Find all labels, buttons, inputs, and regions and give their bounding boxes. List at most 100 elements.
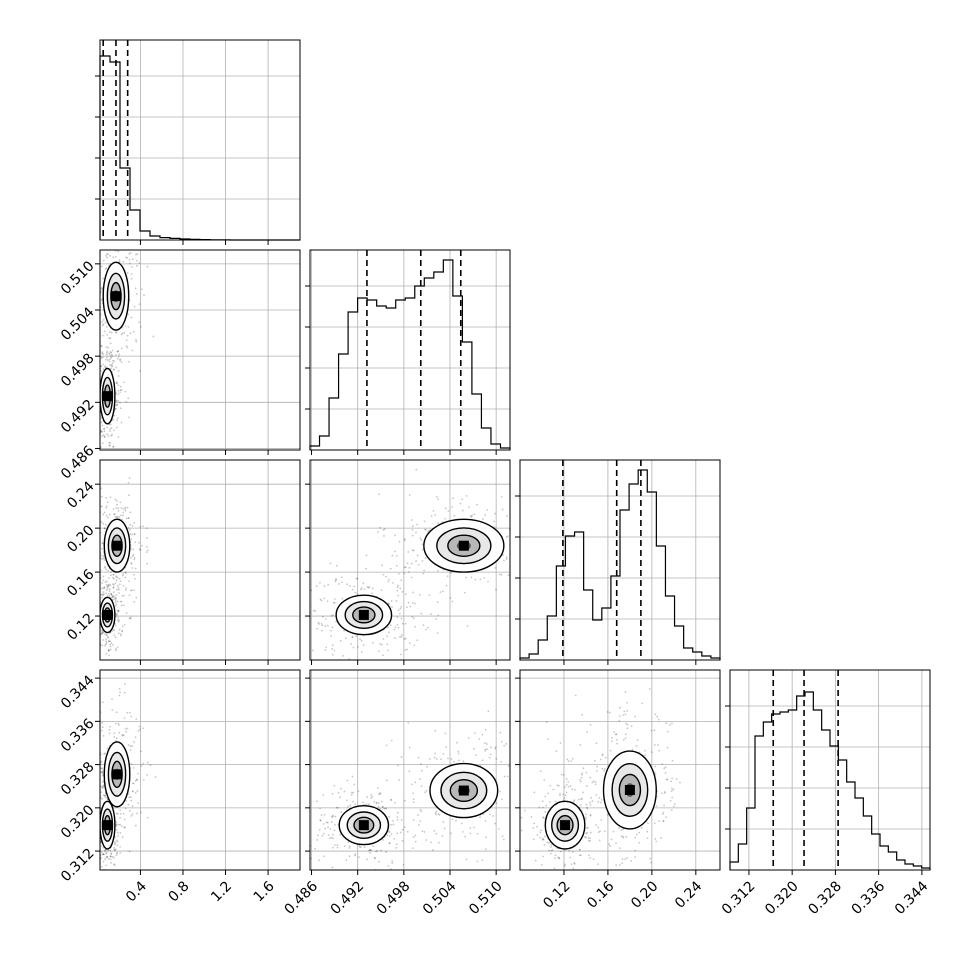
sample-point [115,722,117,725]
sample-point [500,740,503,743]
sample-point [138,262,141,264]
sample-point [126,506,129,509]
sample-point [117,509,120,512]
sample-point [536,834,539,836]
sample-point [107,636,110,639]
sample-point [601,754,604,757]
sample-point [622,828,625,831]
sample-point [501,508,504,511]
sample-point [100,876,102,878]
sample-point [140,288,143,291]
sample-point [400,819,403,822]
sample-point [132,790,134,793]
y-tick-label: 0.498 [58,350,98,390]
density-layer [304,468,542,667]
x-tick-label: 0.8 [166,878,193,905]
sample-point [119,514,122,517]
sample-point [124,237,126,239]
sample-point [583,836,586,838]
sample-point [112,230,114,232]
sample-point [350,793,353,796]
sample-point [387,580,390,583]
sample-point [111,855,114,858]
sample-point [390,739,393,742]
sample-point [341,597,344,600]
sample-point [131,813,134,816]
sample-point [548,849,550,852]
sample-point [532,838,535,841]
sample-point [108,584,110,587]
sample-point [396,816,399,819]
sample-point [144,225,146,227]
sample-point [409,605,412,608]
sample-point [513,783,515,785]
sample-point [444,507,447,510]
sample-point [123,623,126,626]
sample-point [304,595,306,597]
sample-point [121,734,124,737]
sample-point [592,858,595,861]
sample-point [101,587,103,590]
sample-point [111,364,114,367]
x-tick-label: 0.344 [892,878,932,918]
sample-point [100,344,103,347]
sample-point [129,745,132,747]
sample-point [127,517,130,520]
sample-point [130,589,132,592]
sample-point [621,858,624,860]
sample-point [116,500,118,502]
sample-point [377,860,380,863]
sample-point [108,583,110,586]
sample-point [119,359,122,362]
sample-point [329,562,332,565]
sample-point [493,520,495,523]
sample-point [666,730,669,733]
sample-point [123,826,126,829]
sample-point [134,780,137,782]
sample-point [115,507,118,510]
sample-point [505,558,508,560]
sample-point [586,731,589,733]
sample-point [111,594,114,597]
density-peak [102,609,113,620]
sample-point [405,665,407,667]
sample-point [551,849,554,851]
sample-point [383,663,385,665]
histogram-step [519,469,721,660]
sample-point [416,523,419,526]
sample-point [403,539,406,542]
sample-point [101,632,104,635]
sample-point [601,877,603,879]
sample-point [502,838,505,841]
sample-point [101,452,103,454]
sample-point [102,587,105,590]
sample-point [333,598,336,600]
sample-point [102,542,105,545]
sample-point [391,860,394,863]
sample-point [113,736,116,738]
sample-point [103,428,105,430]
sample-point [400,756,403,758]
sample-point [330,836,333,839]
sample-point [555,750,558,753]
sample-point [123,594,125,597]
sample-point [485,836,488,839]
density-peak [458,540,469,551]
sample-point [366,796,368,798]
sample-point [533,822,536,825]
sample-point [102,353,105,356]
sample-point [314,847,316,850]
sample-point [544,793,546,795]
sample-point [623,904,625,906]
sample-point [501,798,503,801]
sample-point [107,640,110,643]
sample-point [540,505,542,507]
sample-point [107,649,110,652]
sample-point [116,600,119,603]
sample-point [391,862,394,865]
sample-point [611,740,613,743]
sample-point [335,620,338,623]
sample-point [116,612,118,615]
sample-point [539,836,542,839]
sample-point [347,876,349,878]
